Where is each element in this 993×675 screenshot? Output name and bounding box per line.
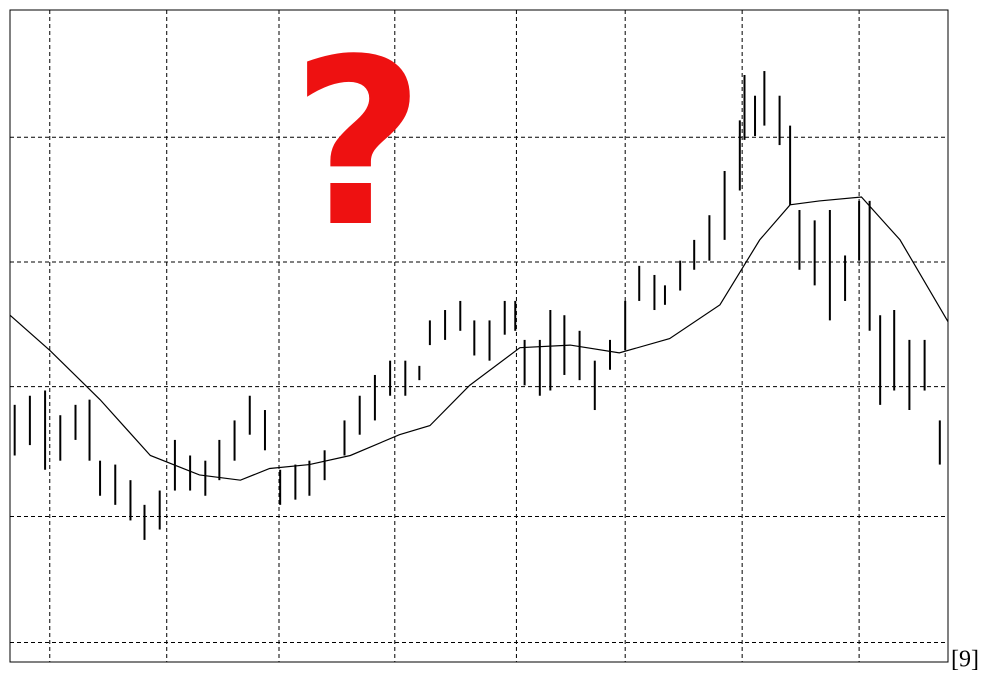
question-mark: ? (291, 11, 424, 278)
annotation: [9] (951, 647, 979, 673)
moving-average (9, 196, 949, 481)
plot-frame (9, 9, 949, 663)
